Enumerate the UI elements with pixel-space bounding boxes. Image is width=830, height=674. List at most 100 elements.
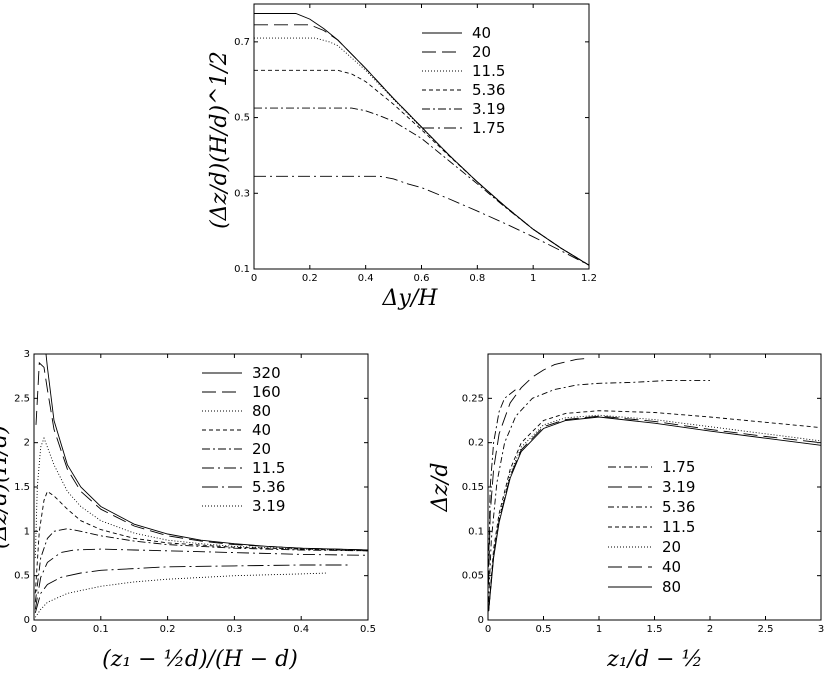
x-tick-label: 2.5 <box>758 624 774 635</box>
y-tick-label: 0.25 <box>462 393 484 404</box>
legend-label: 1.75 <box>662 458 695 476</box>
y-tick-label: 0.1 <box>468 526 484 537</box>
y-tick-label: 0.15 <box>462 482 484 493</box>
y-tick-label: 3 <box>24 349 30 360</box>
legend-label: 20 <box>472 43 491 61</box>
series-line-80 <box>488 416 822 612</box>
series-line-320 <box>45 353 369 551</box>
plot-frame <box>487 353 822 621</box>
x-tick-label: 1.5 <box>647 624 663 635</box>
y-tick-label: 0.5 <box>234 113 250 124</box>
x-axis-label: (z₁ − ½d)/(H − d) <box>102 647 298 672</box>
x-tick-label: 1.2 <box>581 273 597 284</box>
y-axis-label: (Δz/d)(H/d)^1/2 <box>207 51 232 229</box>
y-tick-label: 0.7 <box>234 37 250 48</box>
legend-label: 160 <box>252 383 281 401</box>
series-line-160 <box>35 361 369 551</box>
x-tick-label: 0.2 <box>160 624 176 635</box>
y-tick-label: 0.05 <box>462 571 484 582</box>
y-axis-label: (Δz/d)(H/d) <box>0 425 12 549</box>
y-axis-label: Δz/d <box>428 463 453 513</box>
legend-label: 40 <box>662 558 681 576</box>
tick-labels: 0 0.1 0.2 0.3 0.4 0.5 0 0.5 11.5 2 2.5 3 <box>14 349 376 635</box>
x-tick-label: 0.4 <box>293 624 309 635</box>
tick-labels: 0 0.5 1 1.5 2 2.5 300.050.10.150.20.25 <box>462 354 824 635</box>
series-line-11.5 <box>34 548 369 610</box>
y-tick-label: 0.5 <box>14 571 30 582</box>
legend-label: 20 <box>252 440 271 458</box>
tick-labels: 0 0.2 0.4 0.6 0.8 1 1.2 0.1 0.3 0.5 0.7 <box>234 4 597 284</box>
y-tick-label: 0.2 <box>468 438 484 449</box>
series-line-11.5 <box>488 410 822 612</box>
chart-bottom-left: 0 0.1 0.2 0.3 0.4 0.5 0 0.5 11.5 2 2.5 3 3201608040… <box>0 349 376 672</box>
series-line-1.75 <box>488 389 517 567</box>
y-tick-label: 1.5 <box>14 482 30 493</box>
plot-frame <box>33 353 369 621</box>
series-line-1.75 <box>254 175 590 266</box>
legend-label: 11.5 <box>472 62 505 80</box>
y-tick-label: 0 <box>478 615 484 626</box>
x-tick-label: 3 <box>818 624 824 635</box>
legend-label: 11.5 <box>662 518 695 536</box>
series-line-3.19 <box>254 107 590 266</box>
x-axis-label: z₁/d − ½ <box>606 647 703 672</box>
legend-label: 5.36 <box>662 498 695 516</box>
x-tick-label: 0.1 <box>93 624 109 635</box>
legend-label: 1.75 <box>472 119 505 137</box>
series-line-3.19 <box>488 357 588 585</box>
series-line-5.36 <box>488 380 710 603</box>
x-tick-label: 0.8 <box>469 273 485 284</box>
x-tick-label: 2 <box>707 624 713 635</box>
x-tick-label: 0.2 <box>302 273 318 284</box>
legend-label: 3.19 <box>662 478 695 496</box>
y-tick-label: 2 <box>24 438 30 449</box>
x-tick-label: 0 <box>485 624 491 635</box>
series-lines <box>254 13 590 266</box>
series-line-40 <box>488 415 822 612</box>
x-tick-label: 0.4 <box>358 273 374 284</box>
x-tick-label: 0 <box>31 624 37 635</box>
legend-label: 5.36 <box>472 81 505 99</box>
series-line-3.19 <box>34 572 328 618</box>
plot-frame <box>253 3 590 270</box>
legend-label: 80 <box>252 402 271 420</box>
legend-label: 3.19 <box>472 100 505 118</box>
series-line-20 <box>34 528 369 603</box>
legend-label: 20 <box>662 538 681 556</box>
legend-label: 40 <box>252 421 271 439</box>
series-lines <box>488 357 822 612</box>
series-line-5.36 <box>254 69 590 266</box>
x-tick-label: 1 <box>530 273 536 284</box>
x-axis-label: Δy/H <box>382 286 439 311</box>
series-line-20 <box>254 24 590 266</box>
y-tick-label: 2.5 <box>14 393 30 404</box>
x-tick-label: 1 <box>596 624 602 635</box>
series-line-5.36 <box>34 564 348 614</box>
series-line-20 <box>488 414 822 612</box>
legend-label: 40 <box>472 24 491 42</box>
x-tick-label: 0.5 <box>536 624 552 635</box>
legend-label: 320 <box>252 364 281 382</box>
series-line-40 <box>34 490 369 594</box>
legend: 1.75 3.19 5.36 11.5 20 40 80 <box>608 458 695 596</box>
legend-label: 11.5 <box>252 459 285 477</box>
x-tick-label: 0.3 <box>226 624 242 635</box>
series-line-11.5 <box>254 37 590 266</box>
chart-bottom-right: 0 0.5 1 1.5 2 2.5 300.050.10.150.20.25 1.753.1… <box>428 353 824 672</box>
legend-label: 5.36 <box>252 478 285 496</box>
legend-label: 3.19 <box>252 497 285 515</box>
x-tick-label: 0 <box>251 273 257 284</box>
y-tick-label: 0.3 <box>234 188 250 199</box>
series-line-40 <box>254 13 590 266</box>
y-tick-label: 0 <box>24 615 30 626</box>
x-tick-label: 0.6 <box>414 273 430 284</box>
series-lines <box>34 353 369 618</box>
series-line-80 <box>34 436 369 558</box>
chart-top: 0 0.2 0.4 0.6 0.8 1 1.2 0.1 0.3 0.5 0.7 402011.55.… <box>207 3 597 311</box>
y-tick-label: 0.1 <box>234 264 250 275</box>
legend-label: 80 <box>662 578 681 596</box>
x-tick-label: 0.5 <box>360 624 376 635</box>
